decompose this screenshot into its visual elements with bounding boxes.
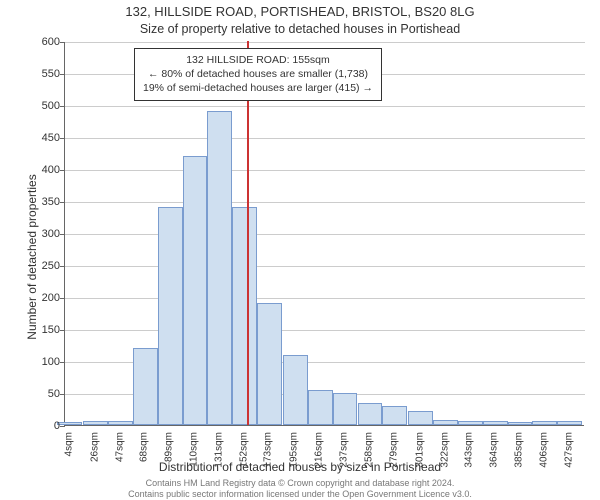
xtick-label: 385sqm	[514, 432, 525, 468]
ytick-label: 0	[24, 420, 60, 432]
histogram-bar	[283, 355, 308, 425]
gridline	[65, 202, 585, 203]
xtick-label: 131sqm	[213, 432, 224, 468]
ytick-mark	[60, 74, 65, 75]
xtick-label: 427sqm	[563, 432, 574, 468]
histogram-bar	[158, 207, 183, 425]
histogram-bar	[57, 422, 82, 425]
xtick-label: 4sqm	[63, 432, 74, 456]
histogram-bar	[308, 390, 333, 425]
gridline	[65, 170, 585, 171]
xtick-label: 68sqm	[139, 432, 150, 462]
xtick-label: 173sqm	[263, 432, 274, 468]
annotation-line-1: 132 HILLSIDE ROAD: 155sqm	[143, 53, 373, 67]
gridline	[65, 266, 585, 267]
chart-subtitle: Size of property relative to detached ho…	[0, 22, 600, 36]
ytick-mark	[60, 266, 65, 267]
ytick-label: 500	[24, 100, 60, 112]
ytick-mark	[60, 42, 65, 43]
ytick-mark	[60, 234, 65, 235]
annotation-box: 132 HILLSIDE ROAD: 155sqm← 80% of detach…	[134, 48, 382, 101]
address-title: 132, HILLSIDE ROAD, PORTISHEAD, BRISTOL,…	[0, 4, 600, 19]
annotation-line-3: 19% of semi-detached houses are larger (…	[143, 81, 373, 95]
ytick-label: 600	[24, 36, 60, 48]
histogram-bar	[257, 303, 282, 425]
ytick-mark	[60, 426, 65, 427]
histogram-bar	[508, 422, 533, 425]
histogram-bar	[108, 421, 133, 425]
xtick-label: 301sqm	[414, 432, 425, 468]
xtick-label: 322sqm	[439, 432, 450, 468]
ytick-label: 100	[24, 356, 60, 368]
ytick-label: 250	[24, 260, 60, 272]
ytick-mark	[60, 298, 65, 299]
ytick-label: 450	[24, 132, 60, 144]
xtick-label: 279sqm	[388, 432, 399, 468]
histogram-bar	[333, 393, 358, 425]
histogram-bar	[433, 420, 458, 425]
ytick-mark	[60, 202, 65, 203]
histogram-bar	[483, 421, 508, 425]
ytick-mark	[60, 170, 65, 171]
gridline	[65, 42, 585, 43]
xtick-label: 26sqm	[89, 432, 100, 462]
ytick-mark	[60, 138, 65, 139]
xtick-label: 364sqm	[489, 432, 500, 468]
annotation-line-2: ← 80% of detached houses are smaller (1,…	[143, 67, 373, 81]
histogram-bar	[232, 207, 257, 425]
xtick-label: 89sqm	[164, 432, 175, 462]
xtick-label: 237sqm	[339, 432, 350, 468]
ytick-label: 50	[24, 388, 60, 400]
ytick-label: 150	[24, 324, 60, 336]
histogram-bar	[557, 421, 582, 425]
x-axis-label: Distribution of detached houses by size …	[0, 460, 600, 474]
xtick-label: 406sqm	[538, 432, 549, 468]
xtick-label: 343sqm	[464, 432, 475, 468]
xtick-label: 258sqm	[363, 432, 374, 468]
ytick-label: 300	[24, 228, 60, 240]
xtick-label: 110sqm	[189, 432, 200, 467]
histogram-bar	[358, 403, 383, 425]
ytick-mark	[60, 362, 65, 363]
gridline	[65, 106, 585, 107]
ytick-label: 550	[24, 68, 60, 80]
ytick-mark	[60, 394, 65, 395]
ytick-mark	[60, 106, 65, 107]
ytick-mark	[60, 330, 65, 331]
xtick-label: 152sqm	[238, 432, 249, 468]
gridline	[65, 234, 585, 235]
histogram-bar	[458, 421, 483, 425]
footer-line-2: Contains public sector information licen…	[0, 489, 600, 499]
gridline	[65, 138, 585, 139]
footer-line-1: Contains HM Land Registry data © Crown c…	[0, 478, 600, 488]
xtick-label: 195sqm	[289, 432, 300, 468]
gridline	[65, 298, 585, 299]
ytick-label: 400	[24, 164, 60, 176]
xtick-label: 47sqm	[114, 432, 125, 462]
gridline	[65, 330, 585, 331]
histogram-bar	[382, 406, 407, 425]
ytick-label: 350	[24, 196, 60, 208]
histogram-bar	[183, 156, 208, 425]
histogram-bar	[408, 411, 433, 425]
ytick-label: 200	[24, 292, 60, 304]
histogram-bar	[133, 348, 158, 425]
histogram-bar	[207, 111, 232, 425]
histogram-bar	[532, 421, 557, 425]
xtick-label: 216sqm	[314, 432, 325, 468]
histogram-bar	[83, 421, 108, 425]
